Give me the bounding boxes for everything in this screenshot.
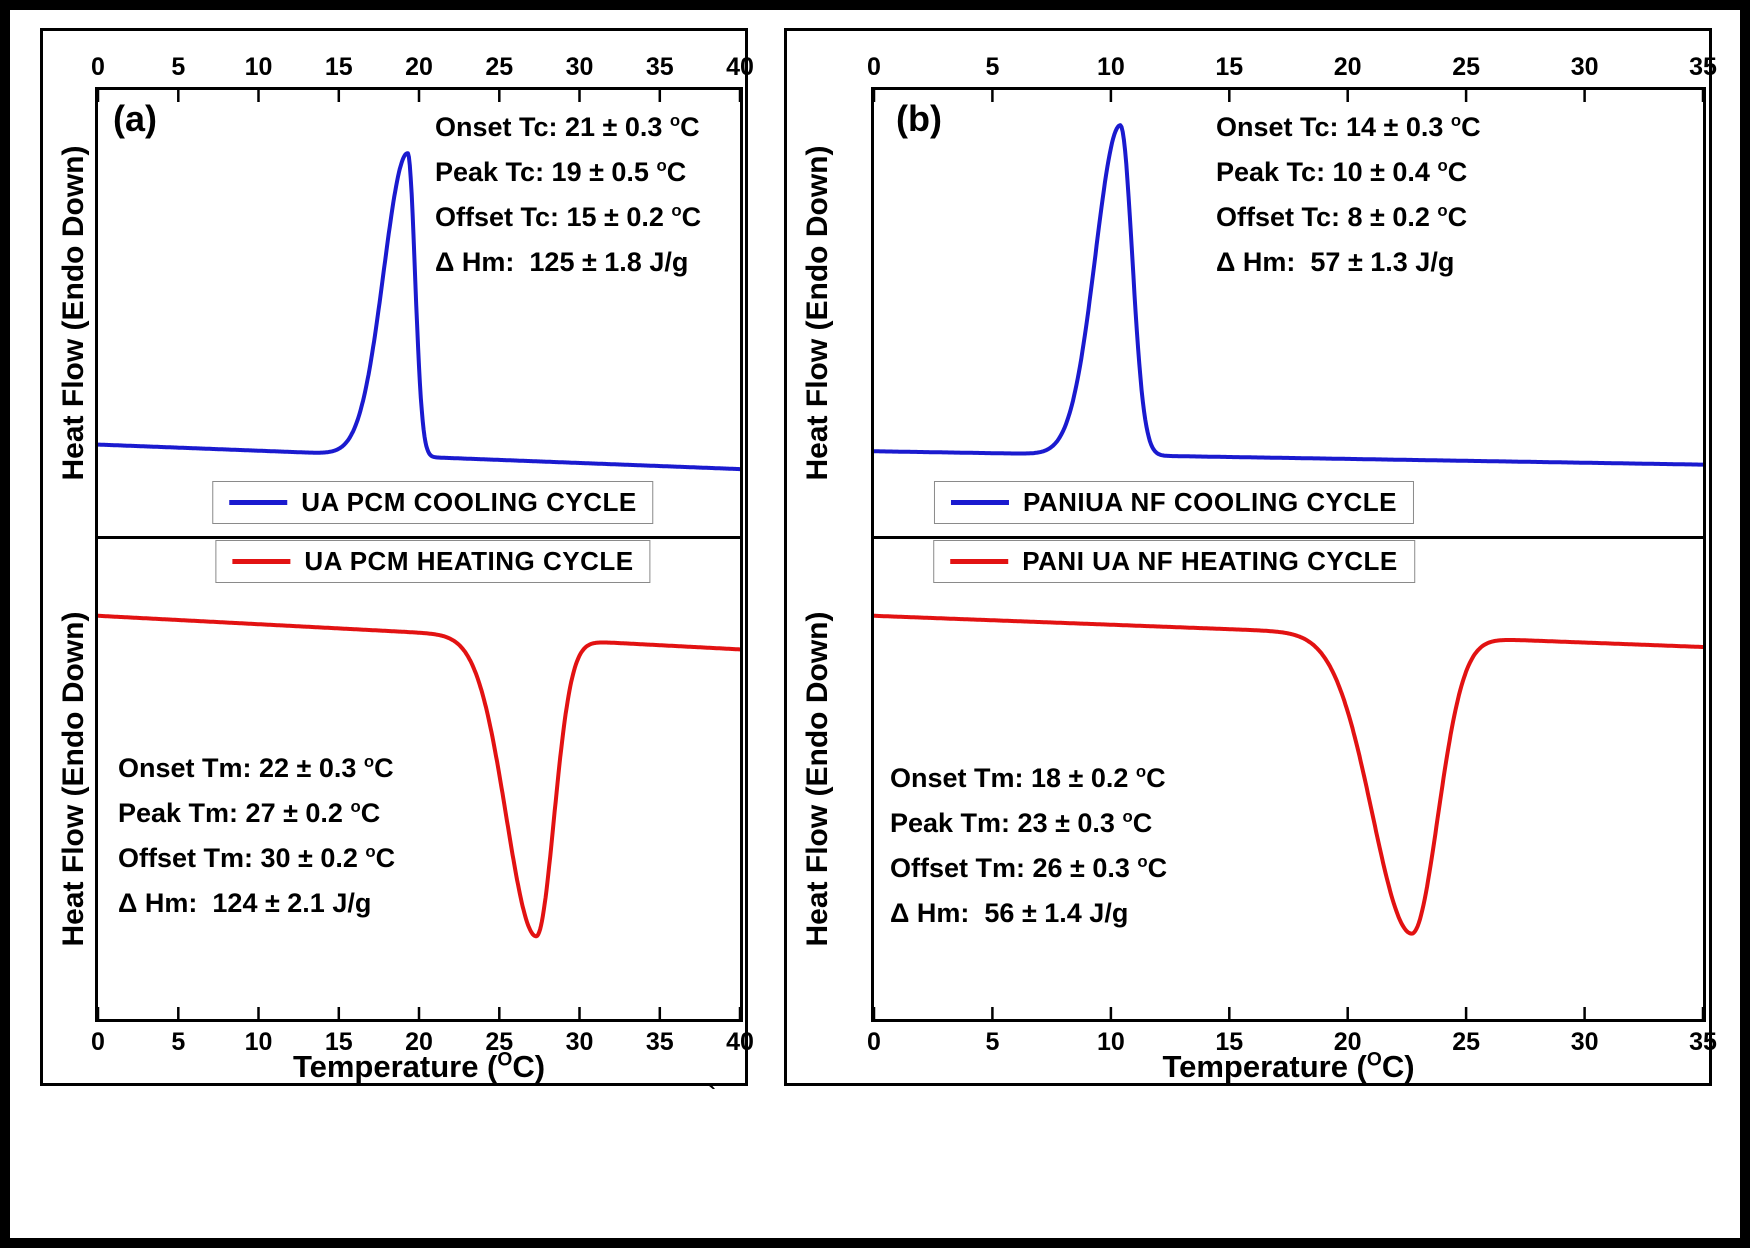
y-axis-label-a-top: Heat Flow (Endo Down) xyxy=(57,145,90,481)
subplot-divider-b xyxy=(874,536,1703,539)
x-ticks-top-b: 0 5 10 15 20 25 30 35 xyxy=(867,53,1717,83)
x-axis-label-a: Temperature (OC) xyxy=(292,1049,546,1084)
tick-label: 10 xyxy=(244,53,273,81)
tick-label: 0 xyxy=(91,1028,105,1056)
legend-line-a-heating xyxy=(232,559,291,564)
tick-label: 25 xyxy=(1452,1028,1480,1056)
annotation-line: Δ Hm: 56 ± 1.4 J/g xyxy=(890,898,1129,928)
annotation-line: Offset Tm: 26 ± 0.3 oC xyxy=(890,852,1168,883)
annotation-heating-a: Onset Tm: 22 ± 0.3 oC Peak Tm: 27 ± 0.2 … xyxy=(118,746,395,926)
y-axis-label-a-bottom: Heat Flow (Endo Down) xyxy=(57,611,90,947)
tick-label: 15 xyxy=(324,1028,353,1056)
subplot-divider-a xyxy=(98,536,740,539)
legend-line-b-cooling xyxy=(950,500,1009,505)
tick-label: 5 xyxy=(985,53,1000,81)
tick-label: 30 xyxy=(565,53,594,81)
annotation-heating-b: Onset Tm: 18 ± 0.2 oC Peak Tm: 23 ± 0.3 … xyxy=(890,756,1167,936)
y-axis-label-b-top: Heat Flow (Endo Down) xyxy=(801,145,834,481)
tick-label: 15 xyxy=(324,53,353,81)
x-ticks-top-a: 0 5 10 15 20 25 30 35 40 xyxy=(91,53,754,83)
tick-label: 35 xyxy=(1689,1028,1717,1056)
legend-b-cooling: PANIUA NF COOLING CYCLE xyxy=(933,481,1415,524)
tick-label: 25 xyxy=(485,1028,514,1056)
tick-label: 20 xyxy=(1333,53,1362,81)
annotation-line: Peak Tm: 27 ± 0.2 oC xyxy=(118,797,381,828)
tick-label: 0 xyxy=(91,53,105,81)
annotation-line: Peak Tm: 23 ± 0.3 oC xyxy=(890,807,1153,838)
legend-a-heating: UA PCM HEATING CYCLE xyxy=(215,540,651,583)
annotation-line: Offset Tc: 8 ± 0.2 oC xyxy=(1216,201,1468,232)
x-ticks-bottom-b: 0 5 10 15 20 25 30 35 xyxy=(867,1028,1717,1058)
tick-label: 20 xyxy=(405,53,433,81)
panel-a: 0 5 10 15 20 25 30 35 40 (a) Onset Tc: 21 ± 0.3 … xyxy=(40,28,754,1086)
legend-label-a-cooling: UA PCM COOLING CYCLE xyxy=(301,487,637,517)
annotation-line: Peak Tc: 10 ± 0.4 oC xyxy=(1216,156,1468,187)
tick-label: 0 xyxy=(867,53,881,81)
tick-label: 35 xyxy=(1689,53,1717,81)
annotation-line: Onset Tm: 18 ± 0.2 oC xyxy=(890,762,1166,793)
stray-mark: ` xyxy=(708,1082,716,1109)
tick-label: 20 xyxy=(405,1028,433,1056)
tick-label: 25 xyxy=(1452,53,1480,81)
tick-label: 30 xyxy=(565,1028,594,1056)
tick-label: 10 xyxy=(1096,53,1125,81)
tick-label: 35 xyxy=(645,1028,674,1056)
legend-label-a-heating: UA PCM HEATING CYCLE xyxy=(304,546,634,576)
plot-svg-b-heating xyxy=(874,613,1703,1019)
tick-label: 35 xyxy=(645,53,674,81)
tick-label: 40 xyxy=(726,1028,754,1056)
plot-svg-a-heating xyxy=(98,613,740,1019)
legend-label-b-cooling: PANIUA NF COOLING CYCLE xyxy=(1022,487,1398,517)
plot-svg-a-cooling xyxy=(98,90,740,472)
legend-line-b-heating xyxy=(950,559,1009,564)
tick-label: 5 xyxy=(171,53,186,81)
tick-label: 30 xyxy=(1570,53,1599,81)
tick-label: 40 xyxy=(726,53,754,81)
panel-label-b: (b) xyxy=(896,98,942,139)
legend-label-b-heating: PANI UA NF HEATING CYCLE xyxy=(1022,546,1398,576)
annotation-line: Offset Tm: 30 ± 0.2 oC xyxy=(118,842,396,873)
tick-label: 15 xyxy=(1215,53,1244,81)
annotation-line: Δ Hm: 125 ± 1.8 J/g xyxy=(435,247,689,277)
x-axis-label-b: Temperature (OC) xyxy=(1162,1049,1415,1084)
tick-label: 0 xyxy=(867,1028,881,1056)
tick-label: 15 xyxy=(1215,1028,1244,1056)
tick-label: 30 xyxy=(1570,1028,1599,1056)
annotation-line: Onset Tc: 14 ± 0.3 oC xyxy=(1216,111,1481,142)
tick-label: 25 xyxy=(485,53,514,81)
annotation-line: Δ Hm: 57 ± 1.3 J/g xyxy=(1216,247,1455,277)
tick-label: 5 xyxy=(171,1028,186,1056)
annotation-line: Peak Tc: 19 ± 0.5 oC xyxy=(435,156,687,187)
tick-label: 10 xyxy=(244,1028,273,1056)
plot-svg-b-cooling xyxy=(874,90,1703,467)
panel-b: 0 5 10 15 20 25 30 35 (b) Onset Tc: 14 ± 0.3 oC… xyxy=(784,28,1717,1086)
plot-frame-a: (a) Onset Tc: 21 ± 0.3 oC Peak Tc: 19 ± … xyxy=(95,87,743,1022)
tick-label: 5 xyxy=(985,1028,1000,1056)
annotation-cooling-b: Onset Tc: 14 ± 0.3 oC Peak Tc: 10 ± 0.4 … xyxy=(1216,105,1481,285)
annotation-cooling-a: Onset Tc: 21 ± 0.3 oC Peak Tc: 19 ± 0.5 … xyxy=(435,105,701,285)
legend-a-cooling: UA PCM COOLING CYCLE xyxy=(212,481,654,524)
annotation-line: Δ Hm: 124 ± 2.1 J/g xyxy=(118,888,372,918)
annotation-line: Onset Tm: 22 ± 0.3 oC xyxy=(118,752,394,783)
plot-frame-b: (b) Onset Tc: 14 ± 0.3 oC Peak Tc: 10 ± … xyxy=(871,87,1706,1022)
tick-label: 20 xyxy=(1333,1028,1362,1056)
x-ticks-bottom-a: 0 5 10 15 20 25 30 35 40 xyxy=(91,1028,754,1058)
annotation-line: Onset Tc: 21 ± 0.3 oC xyxy=(435,111,700,142)
legend-b-heating: PANI UA NF HEATING CYCLE xyxy=(933,540,1415,583)
annotation-line: Offset Tc: 15 ± 0.2 oC xyxy=(435,201,702,232)
tick-label: 10 xyxy=(1096,1028,1125,1056)
panel-label-a: (a) xyxy=(113,98,157,139)
legend-line-a-cooling xyxy=(229,500,288,505)
y-axis-label-b-bottom: Heat Flow (Endo Down) xyxy=(801,611,834,947)
